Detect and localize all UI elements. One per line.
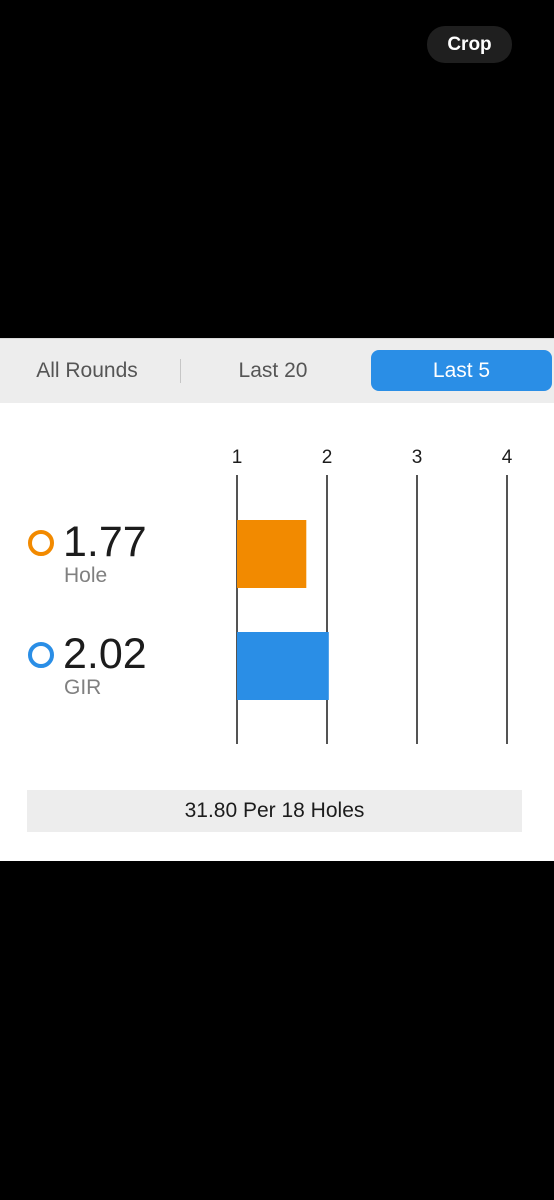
hole-legend-ring-icon <box>28 530 54 556</box>
segment-divider <box>180 359 181 383</box>
hole-label: Hole <box>64 564 108 587</box>
gir-label: GIR <box>64 676 102 699</box>
tab-last-5[interactable]: Last 5 <box>371 350 552 391</box>
gir-legend-ring-icon <box>28 642 54 668</box>
per-18-holes-summary: 31.80 Per 18 Holes <box>27 790 522 832</box>
x-tick-label: 3 <box>412 447 423 468</box>
putts-bar-chart: 1 2 3 4 <box>232 447 513 744</box>
bar-gir <box>237 632 329 700</box>
hole-value: 1.77 <box>63 518 147 566</box>
range-segmented-control: All Rounds Last 20 Last 5 <box>0 338 554 403</box>
crop-button[interactable]: Crop <box>427 26 512 63</box>
x-tick-label: 4 <box>502 447 513 468</box>
gir-value: 2.02 <box>63 630 147 678</box>
x-tick-label: 1 <box>232 447 243 468</box>
tab-last-20[interactable]: Last 20 <box>238 358 308 382</box>
tab-all-rounds[interactable]: All Rounds <box>36 358 138 382</box>
x-tick-label: 2 <box>322 447 333 468</box>
bar-hole <box>237 520 307 588</box>
stats-panel: All Rounds Last 20 Last 5 1.77 Hole 2.02… <box>0 338 554 861</box>
